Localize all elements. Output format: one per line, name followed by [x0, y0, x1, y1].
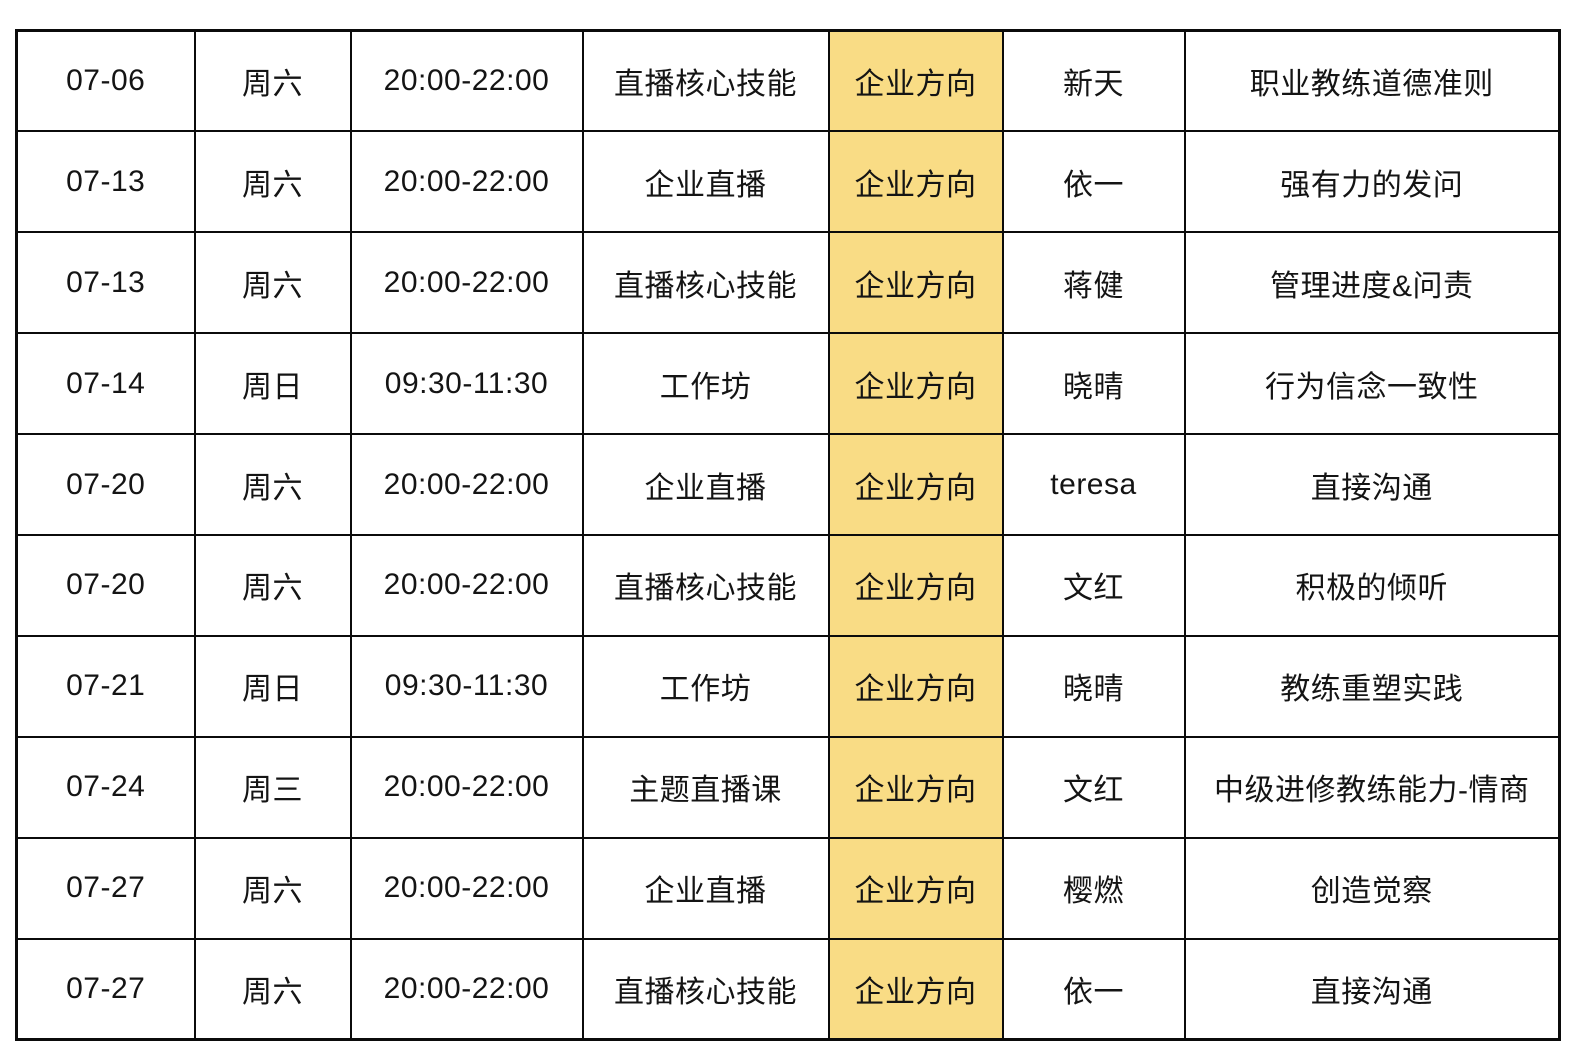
cell-teacher: 蒋健: [1001, 231, 1186, 335]
cell-teacher: 晓晴: [1001, 634, 1186, 738]
cell-direction: 企业方向: [827, 735, 1004, 839]
cell-topic: 职业教练道德准则: [1183, 29, 1561, 133]
cell-direction: 企业方向: [827, 231, 1004, 335]
cell-day: 周日: [193, 634, 352, 738]
cell-course: 直播核心技能: [581, 937, 830, 1041]
cell-course: 工作坊: [581, 634, 830, 738]
cell-course: 企业直播: [581, 836, 830, 940]
cell-day: 周六: [193, 433, 352, 536]
cell-time: 20:00-22:00: [349, 735, 584, 839]
table-row: 07-14 周日 09:30-11:30 工作坊 企业方向 晓晴 行为信念一致性: [15, 332, 1561, 436]
cell-teacher: 樱燃: [1001, 836, 1186, 940]
cell-time: 20:00-22:00: [349, 433, 584, 536]
cell-topic: 教练重塑实践: [1183, 634, 1561, 738]
cell-course: 直播核心技能: [581, 29, 830, 133]
cell-direction: 企业方向: [827, 634, 1004, 738]
cell-date: 07-21: [15, 634, 196, 738]
schedule-table-container: 07-06 周六 20:00-22:00 直播核心技能 企业方向 新天 职业教练…: [15, 29, 1561, 1041]
table-row: 07-20 周六 20:00-22:00 企业直播 企业方向 teresa 直接…: [15, 433, 1561, 536]
cell-direction: 企业方向: [827, 533, 1004, 637]
cell-time: 20:00-22:00: [349, 231, 584, 335]
cell-day: 周六: [193, 130, 352, 234]
cell-course: 直播核心技能: [581, 231, 830, 335]
cell-date: 07-27: [15, 836, 196, 940]
cell-course: 工作坊: [581, 332, 830, 436]
cell-time: 20:00-22:00: [349, 836, 584, 940]
cell-topic: 直接沟通: [1183, 433, 1561, 536]
cell-time: 09:30-11:30: [349, 634, 584, 738]
cell-day: 周六: [193, 937, 352, 1041]
cell-day: 周六: [193, 29, 352, 133]
cell-course: 直播核心技能: [581, 533, 830, 637]
cell-teacher: teresa: [1001, 433, 1186, 536]
cell-time: 20:00-22:00: [349, 533, 584, 637]
cell-topic: 积极的倾听: [1183, 533, 1561, 637]
cell-topic: 创造觉察: [1183, 836, 1561, 940]
table-row: 07-27 周六 20:00-22:00 企业直播 企业方向 樱燃 创造觉察: [15, 836, 1561, 940]
table-row: 07-06 周六 20:00-22:00 直播核心技能 企业方向 新天 职业教练…: [15, 29, 1561, 133]
cell-topic: 中级进修教练能力-情商: [1183, 735, 1561, 839]
cell-direction: 企业方向: [827, 332, 1004, 436]
cell-time: 20:00-22:00: [349, 130, 584, 234]
cell-course: 企业直播: [581, 130, 830, 234]
cell-date: 07-24: [15, 735, 196, 839]
cell-date: 07-13: [15, 231, 196, 335]
cell-teacher: 文红: [1001, 533, 1186, 637]
cell-topic: 直接沟通: [1183, 937, 1561, 1041]
cell-teacher: 依一: [1001, 130, 1186, 234]
cell-topic: 管理进度&问责: [1183, 231, 1561, 335]
table-row: 07-20 周六 20:00-22:00 直播核心技能 企业方向 文红 积极的倾…: [15, 533, 1561, 637]
cell-direction: 企业方向: [827, 937, 1004, 1041]
cell-date: 07-20: [15, 533, 196, 637]
cell-course: 主题直播课: [581, 735, 830, 839]
cell-date: 07-27: [15, 937, 196, 1041]
cell-teacher: 晓晴: [1001, 332, 1186, 436]
cell-teacher: 文红: [1001, 735, 1186, 839]
table-row: 07-21 周日 09:30-11:30 工作坊 企业方向 晓晴 教练重塑实践: [15, 634, 1561, 738]
cell-direction: 企业方向: [827, 29, 1004, 133]
table-row: 07-13 周六 20:00-22:00 企业直播 企业方向 依一 强有力的发问: [15, 130, 1561, 234]
cell-time: 20:00-22:00: [349, 937, 584, 1041]
cell-day: 周六: [193, 533, 352, 637]
table-row: 07-13 周六 20:00-22:00 直播核心技能 企业方向 蒋健 管理进度…: [15, 231, 1561, 335]
cell-direction: 企业方向: [827, 130, 1004, 234]
cell-date: 07-20: [15, 433, 196, 536]
cell-date: 07-06: [15, 29, 196, 133]
cell-day: 周三: [193, 735, 352, 839]
cell-day: 周六: [193, 836, 352, 940]
cell-topic: 行为信念一致性: [1183, 332, 1561, 436]
cell-date: 07-14: [15, 332, 196, 436]
cell-day: 周六: [193, 231, 352, 335]
cell-teacher: 新天: [1001, 29, 1186, 133]
cell-teacher: 依一: [1001, 937, 1186, 1041]
cell-topic: 强有力的发问: [1183, 130, 1561, 234]
table-row: 07-24 周三 20:00-22:00 主题直播课 企业方向 文红 中级进修教…: [15, 735, 1561, 839]
cell-time: 09:30-11:30: [349, 332, 584, 436]
schedule-table: 07-06 周六 20:00-22:00 直播核心技能 企业方向 新天 职业教练…: [15, 29, 1561, 1041]
cell-date: 07-13: [15, 130, 196, 234]
table-row: 07-27 周六 20:00-22:00 直播核心技能 企业方向 依一 直接沟通: [15, 937, 1561, 1041]
cell-day: 周日: [193, 332, 352, 436]
cell-course: 企业直播: [581, 433, 830, 536]
cell-direction: 企业方向: [827, 433, 1004, 536]
cell-time: 20:00-22:00: [349, 29, 584, 133]
cell-direction: 企业方向: [827, 836, 1004, 940]
